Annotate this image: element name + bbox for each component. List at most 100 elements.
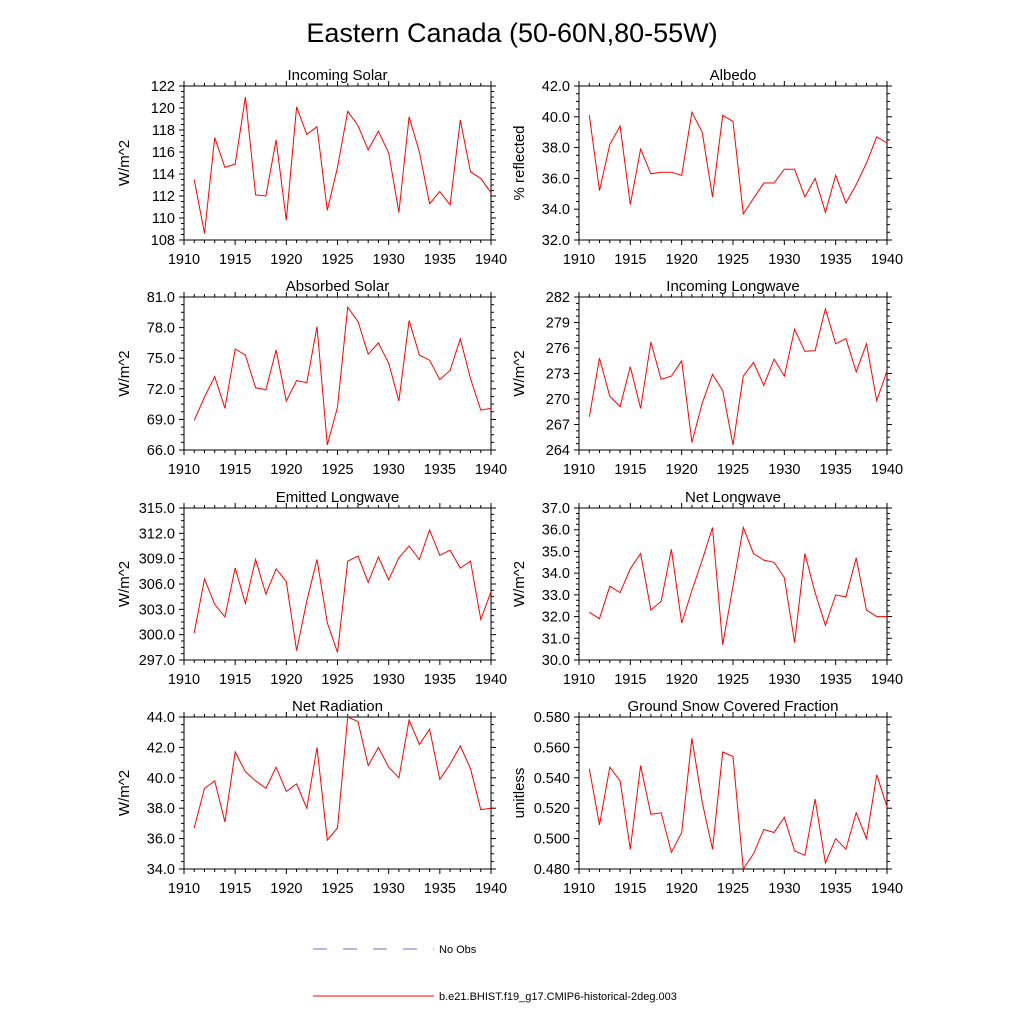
x-tick-label: 1915: [614, 462, 646, 478]
y-axis-label: W/m^2: [116, 350, 133, 396]
y-tick-label: 282: [546, 290, 570, 306]
x-tick-label: 1935: [820, 672, 852, 688]
y-tick-label: 30.0: [542, 653, 570, 669]
x-tick-label: 1940: [475, 462, 507, 478]
y-tick-label: 276: [546, 341, 570, 357]
x-tick-label: 1910: [563, 462, 595, 478]
x-tick-label: 1920: [270, 252, 302, 268]
y-axis-label: % reflected: [511, 125, 528, 200]
y-tick-label: 116: [152, 145, 175, 161]
y-tick-label: 118: [152, 123, 175, 139]
x-tick-label: 1935: [820, 252, 852, 268]
panel-title: Incoming Longwave: [666, 278, 799, 295]
y-tick-label: 0.500: [534, 832, 570, 848]
y-tick-label: 0.480: [534, 862, 570, 878]
y-tick-label: 0.580: [534, 710, 570, 726]
panel-6: Net Radiation W/m^2 34.0 36.0 38.0 40.0 42.0 44…: [116, 698, 507, 897]
x-tick-label: 1910: [168, 672, 200, 688]
x-tick-label: 1920: [666, 462, 698, 478]
x-tick-label: 1940: [475, 881, 507, 897]
series-line: [589, 525, 887, 645]
panel-title: Net Radiation: [292, 698, 383, 715]
y-tick-label: 75.0: [147, 351, 175, 367]
x-tick-label: 1935: [424, 252, 456, 268]
y-tick-label: 36.0: [147, 832, 175, 848]
x-tick-label: 1915: [219, 881, 251, 897]
panel-title: Emitted Longwave: [276, 489, 399, 506]
x-tick-label: 1910: [563, 672, 595, 688]
y-tick-label: 0.560: [534, 740, 570, 756]
y-tick-label: 108: [151, 233, 175, 249]
x-tick-label: 1930: [768, 462, 800, 478]
y-tick-label: 303.0: [139, 602, 175, 618]
panel-2: Absorbed Solar W/m^2 66.0 69.0 72.0 75.0 78.0 8…: [116, 278, 507, 478]
x-tick-label: 1915: [614, 672, 646, 688]
plot-frame: [183, 85, 492, 241]
y-tick-label: 38.0: [147, 801, 175, 817]
y-tick-label: 300.0: [139, 628, 175, 644]
y-tick-label: 273: [546, 367, 570, 383]
x-tick-label: 1910: [563, 252, 595, 268]
x-tick-label: 1920: [666, 881, 698, 897]
y-tick-label: 315.0: [139, 501, 175, 517]
x-tick-label: 1935: [424, 881, 456, 897]
series-line: [588, 738, 888, 871]
panels: Incoming Solar W/m^2 108 110 112 114 116 118 120…: [116, 67, 903, 897]
y-axis-label: W/m^2: [116, 561, 133, 607]
x-tick-label: 1915: [219, 252, 251, 268]
x-tick-label: 1915: [219, 462, 251, 478]
y-tick-label: 306.0: [139, 577, 175, 593]
y-tick-label: 81.0: [147, 290, 175, 306]
y-tick-label: 309.0: [139, 552, 175, 568]
y-tick-label: 122: [151, 79, 175, 95]
panel-7: Ground Snow Covered Fraction unitless 0.48…: [511, 698, 903, 897]
figure-title: Eastern Canada (50-60N,80-55W): [306, 18, 717, 48]
plot-frame: [183, 716, 492, 870]
y-axis-label: W/m^2: [511, 350, 528, 396]
x-tick-label: 1940: [871, 252, 903, 268]
y-tick-label: 69.0: [147, 412, 175, 428]
x-tick-label: 1920: [270, 881, 302, 897]
panel-4: Emitted Longwave W/m^2 297.0 300.0 303.0 306.…: [116, 489, 507, 688]
legend: No Obs b.e21.BHIST.f19_g17.CMIP6-histori…: [313, 944, 677, 1003]
y-tick-label: 31.0: [542, 631, 570, 647]
y-axis-label: unitless: [511, 768, 528, 819]
x-tick-label: 1920: [666, 672, 698, 688]
panel-title: Albedo: [710, 67, 757, 84]
y-tick-label: 35.0: [542, 544, 570, 560]
x-tick-label: 1930: [373, 881, 405, 897]
plot-frame: [578, 716, 888, 870]
y-tick-label: 36.0: [542, 171, 570, 187]
x-tick-label: 1910: [168, 252, 200, 268]
panel-title: Incoming Solar: [287, 67, 387, 84]
x-tick-label: 1925: [321, 462, 353, 478]
y-tick-label: 66.0: [147, 443, 175, 459]
y-tick-label: 33.0: [542, 588, 570, 604]
x-tick-label: 1930: [373, 462, 405, 478]
y-tick-label: 34.0: [542, 202, 570, 218]
x-tick-label: 1925: [321, 881, 353, 897]
x-tick-label: 1915: [614, 252, 646, 268]
series-line: [588, 306, 888, 445]
x-tick-label: 1920: [666, 252, 698, 268]
x-tick-label: 1925: [717, 252, 749, 268]
panel-1: Albedo % reflected 32.0 34.0 36.0 38.0 40.0 42.…: [511, 67, 903, 268]
y-tick-label: 112: [152, 189, 175, 205]
y-tick-label: 267: [546, 418, 570, 434]
panel-title: Absorbed Solar: [286, 278, 389, 295]
series-line: [193, 305, 492, 446]
y-tick-label: 37.0: [542, 501, 570, 517]
legend-label-model: b.e21.BHIST.f19_g17.CMIP6-historical-2de…: [439, 991, 677, 1003]
y-tick-label: 32.0: [542, 233, 570, 249]
x-tick-label: 1925: [717, 881, 749, 897]
y-tick-label: 42.0: [542, 79, 570, 95]
y-tick-label: 270: [546, 392, 570, 408]
x-tick-label: 1930: [373, 252, 405, 268]
y-tick-label: 72.0: [147, 382, 175, 398]
x-tick-label: 1930: [768, 672, 800, 688]
x-tick-label: 1930: [768, 252, 800, 268]
x-tick-label: 1920: [270, 462, 302, 478]
x-tick-label: 1925: [717, 462, 749, 478]
y-tick-label: 114: [152, 167, 175, 183]
